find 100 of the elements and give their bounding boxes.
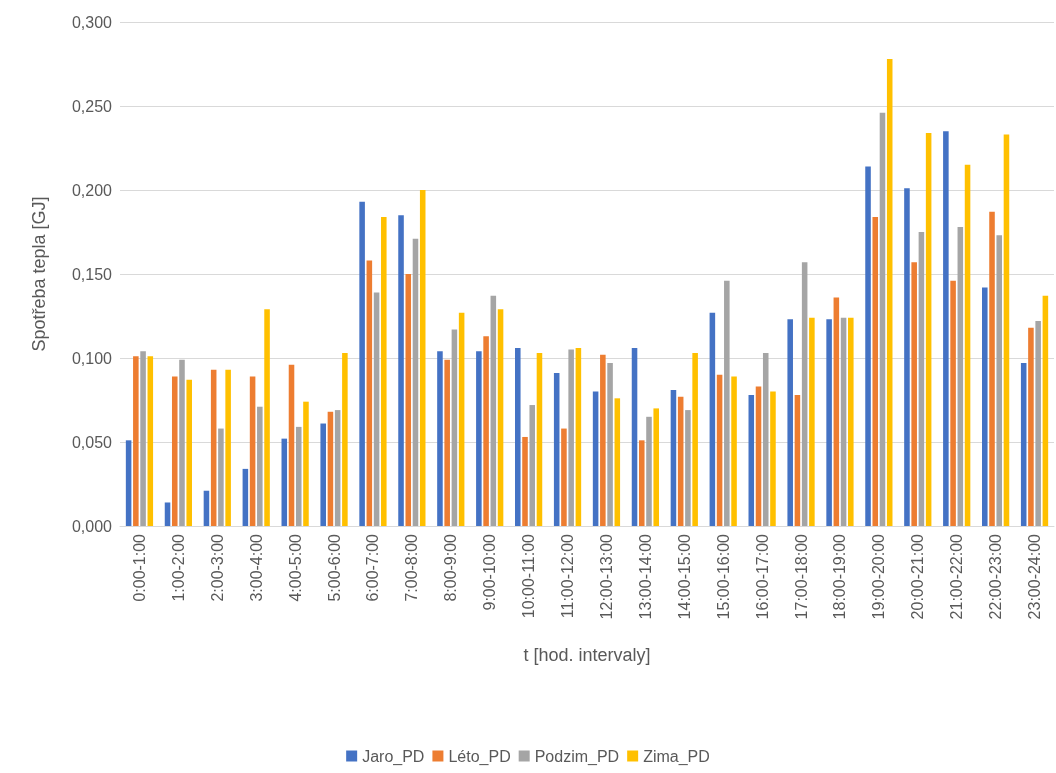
x-tick-label: 13:00-14:00 bbox=[636, 533, 654, 620]
bar bbox=[458, 312, 465, 526]
y-tick-label: 0,100 bbox=[71, 349, 113, 367]
x-tick-label: 17:00-18:00 bbox=[792, 533, 810, 620]
legend-label: Zima_PD bbox=[643, 747, 710, 766]
bar bbox=[996, 235, 1003, 526]
bar bbox=[833, 297, 840, 526]
bar bbox=[437, 351, 443, 526]
bar bbox=[568, 349, 574, 526]
bar bbox=[249, 376, 256, 526]
bar bbox=[398, 215, 404, 526]
bar bbox=[872, 216, 879, 526]
x-tick-label: 20:00-21:00 bbox=[909, 533, 927, 620]
y-tick-label: 0,300 bbox=[71, 13, 113, 31]
x-tick-label: 3:00-4:00 bbox=[247, 533, 265, 602]
bar bbox=[483, 336, 489, 526]
bar bbox=[646, 416, 652, 526]
bar bbox=[653, 408, 659, 526]
bar bbox=[295, 426, 302, 526]
bar bbox=[1042, 295, 1049, 526]
bar bbox=[840, 317, 847, 526]
bar bbox=[982, 287, 988, 526]
bar bbox=[1020, 363, 1027, 526]
bar bbox=[381, 216, 387, 526]
bar bbox=[529, 405, 536, 526]
bar bbox=[281, 438, 288, 526]
bar bbox=[515, 347, 521, 526]
x-tick-label: 10:00-11:00 bbox=[520, 533, 538, 619]
bar bbox=[848, 317, 854, 526]
bar bbox=[476, 351, 482, 526]
bar bbox=[320, 423, 326, 526]
x-tick-label: 5:00-6:00 bbox=[325, 533, 343, 602]
bar bbox=[592, 391, 599, 526]
bar bbox=[685, 410, 691, 526]
bar bbox=[140, 351, 146, 526]
bar bbox=[886, 58, 893, 526]
bar bbox=[794, 394, 801, 526]
x-tick-label: 16:00-17:00 bbox=[753, 533, 771, 620]
bar bbox=[342, 352, 348, 526]
bar bbox=[412, 238, 419, 526]
bar bbox=[755, 386, 762, 526]
bar bbox=[405, 274, 412, 526]
x-tick-label: 0:00-1:00 bbox=[130, 533, 148, 602]
x-tick-label: 12:00-13:00 bbox=[597, 533, 615, 620]
bar bbox=[762, 352, 769, 526]
bar bbox=[179, 359, 185, 526]
bar bbox=[171, 376, 178, 526]
bar bbox=[957, 226, 964, 526]
bar bbox=[731, 376, 737, 526]
bar bbox=[575, 347, 582, 526]
bar bbox=[373, 292, 380, 526]
x-tick-label: 15:00-16:00 bbox=[714, 533, 732, 620]
x-tick-label: 8:00-9:00 bbox=[442, 533, 460, 602]
bar bbox=[614, 398, 621, 526]
bar bbox=[264, 309, 270, 526]
bar bbox=[1028, 327, 1034, 526]
bar bbox=[147, 356, 154, 526]
bar bbox=[716, 374, 723, 526]
x-tick-label: 18:00-19:00 bbox=[831, 533, 849, 620]
bar bbox=[327, 411, 334, 526]
x-axis-title: t [hod. intervaly] bbox=[523, 645, 651, 665]
bar bbox=[724, 280, 730, 526]
x-tick-label: 19:00-20:00 bbox=[870, 533, 888, 620]
x-tick-label: 11:00-12:00 bbox=[559, 533, 577, 619]
x-tick-label: 14:00-15:00 bbox=[675, 533, 693, 620]
bar bbox=[218, 428, 224, 526]
bar bbox=[366, 260, 373, 526]
y-tick-label: 0,000 bbox=[71, 517, 113, 535]
bar bbox=[1003, 134, 1010, 526]
bar bbox=[125, 440, 132, 526]
bar bbox=[303, 401, 309, 526]
y-axis-title: Spotřeba tepla [GJ] bbox=[29, 196, 49, 352]
bar bbox=[186, 379, 192, 526]
bar bbox=[670, 389, 677, 526]
bar bbox=[359, 201, 365, 526]
x-tick-label: 7:00-8:00 bbox=[403, 533, 421, 602]
bar bbox=[133, 356, 139, 526]
bar bbox=[225, 369, 231, 526]
bar bbox=[950, 280, 956, 526]
bar bbox=[497, 309, 504, 526]
bar bbox=[904, 188, 910, 526]
bar bbox=[242, 468, 249, 526]
bar bbox=[288, 364, 295, 526]
bar bbox=[553, 373, 560, 526]
bar bbox=[536, 352, 543, 526]
bar bbox=[677, 396, 684, 526]
bar bbox=[451, 329, 458, 526]
bar bbox=[911, 262, 917, 526]
bar bbox=[334, 410, 341, 526]
bar bbox=[964, 164, 971, 526]
x-tick-label: 4:00-5:00 bbox=[286, 533, 304, 602]
bar bbox=[607, 363, 613, 526]
y-tick-label: 0,050 bbox=[71, 433, 113, 451]
bar bbox=[638, 440, 645, 526]
bar bbox=[709, 312, 716, 526]
x-tick-label: 2:00-3:00 bbox=[208, 533, 226, 602]
bar bbox=[943, 131, 949, 526]
x-tick-label: 23:00-24:00 bbox=[1026, 533, 1044, 620]
bar bbox=[692, 352, 698, 526]
bar bbox=[490, 295, 497, 526]
